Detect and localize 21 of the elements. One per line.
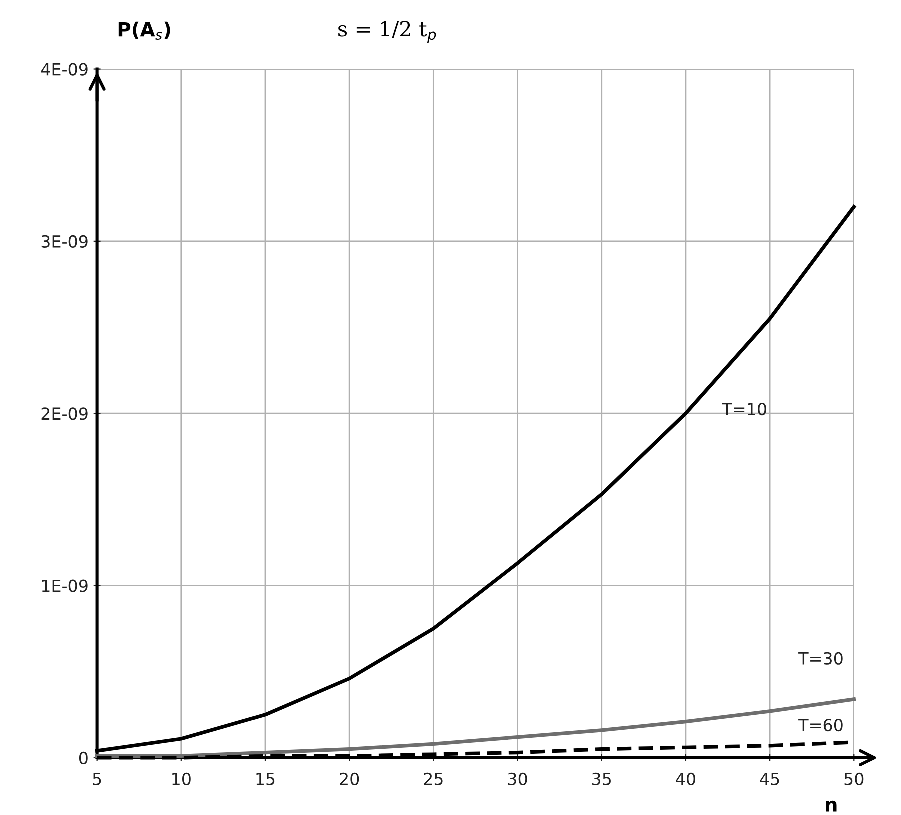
x-axis-title: n <box>826 800 837 812</box>
x-tick-label: 5 <box>93 773 102 786</box>
y-axis-title: P(A$_{s}$) <box>118 22 170 40</box>
x-tick-label: 15 <box>256 773 275 786</box>
y-tick-label: 1E-09 <box>42 580 88 592</box>
series-label: T=60 <box>798 718 843 732</box>
y-tick-label: 2E-09 <box>42 408 88 420</box>
x-tick-label: 25 <box>424 772 443 786</box>
x-tick-label: 20 <box>340 772 360 786</box>
x-tick-label: 50 <box>844 772 864 786</box>
x-tick-label: 45 <box>760 773 780 786</box>
x-tick-label: 10 <box>172 772 191 786</box>
series-label: T=10 <box>722 402 766 416</box>
x-tick-label: 40 <box>676 772 696 786</box>
y-tick-label: 3E-09 <box>42 235 88 248</box>
text: T=30 <box>798 652 843 665</box>
x-tick-label: 30 <box>508 772 528 786</box>
y-tick-label: 4E-09 <box>41 63 88 76</box>
chart-title: s = 1/2 t$_{p}$ <box>338 21 436 43</box>
y-tick-label: 0 <box>79 752 88 765</box>
x-tick-label: 35 <box>592 772 612 786</box>
